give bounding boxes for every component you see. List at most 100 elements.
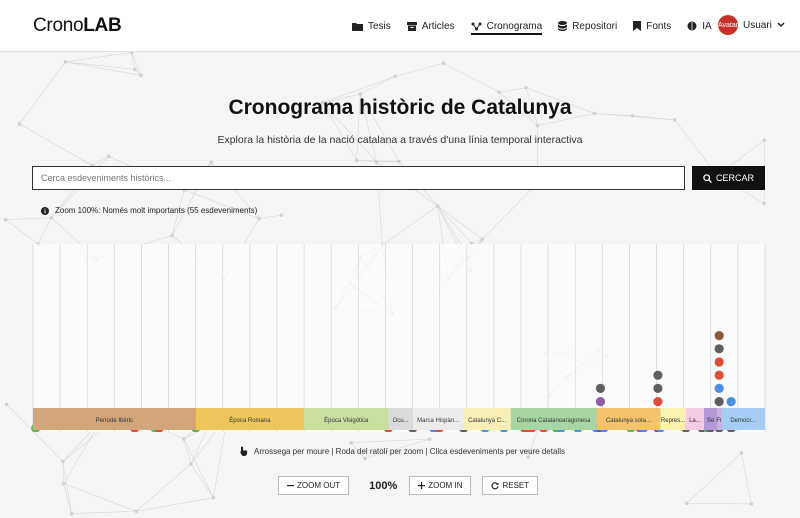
network-node [63, 59, 68, 64]
period-label: Època Romana [229, 417, 271, 424]
period-label: Marca Hispàn... [417, 418, 459, 424]
event-dot[interactable] [714, 331, 724, 341]
event-dot[interactable] [726, 397, 736, 407]
period-segment[interactable] [717, 408, 722, 430]
nav-item-cronograma[interactable]: Cronograma [470, 0, 542, 52]
event-dot[interactable] [653, 383, 663, 393]
info-icon [41, 206, 49, 215]
minus-icon [287, 485, 294, 487]
network-node [749, 502, 754, 506]
period-label: Democr... [730, 418, 756, 424]
event-dot[interactable] [595, 383, 606, 393]
nav-item-articles[interactable]: Articles [406, 0, 455, 52]
event-dot[interactable] [714, 370, 724, 380]
nav-item-fonts[interactable]: Fonts [633, 0, 671, 52]
avatar: Avatar [718, 15, 738, 35]
zoom-info-text: Zoom 100%: Només molt importants (55 esd… [55, 206, 258, 215]
logo[interactable]: CronoLAB [33, 15, 122, 36]
nav-item-repositori[interactable]: Repositori [558, 0, 617, 52]
event-dot[interactable] [714, 383, 724, 393]
network-node [630, 113, 635, 118]
period-segment[interactable] [195, 408, 305, 430]
period-segment[interactable] [33, 408, 196, 430]
event-dot[interactable] [714, 357, 724, 367]
network-node [49, 215, 54, 220]
network-node [133, 67, 137, 72]
usage-hint: Arrossega per moure | Roda del ratolí pe… [240, 446, 565, 456]
network-node [435, 204, 440, 208]
network-node [69, 511, 74, 516]
user-name: Usuari [743, 19, 772, 31]
network-node [349, 440, 353, 445]
zoom-info: Zoom 100%: Només molt importants (55 esd… [41, 206, 257, 215]
network-node [170, 233, 174, 238]
network-node [354, 158, 359, 163]
nav-item-ia[interactable]: IA [687, 0, 712, 52]
main-nav: Tesis Articles Cronograma Repositori Fon… [352, 0, 728, 52]
network-node [129, 52, 134, 55]
search-icon [703, 173, 712, 183]
page-subtitle: Explora la història de la nació catalana… [217, 134, 583, 146]
network-node [762, 201, 766, 206]
network-node [182, 437, 186, 441]
network-node [17, 122, 22, 126]
user-menu[interactable]: Avatar Usuari [718, 15, 785, 35]
network-node [107, 154, 111, 159]
network-node [497, 90, 502, 95]
zoom-out-button[interactable]: ZOOM OUT [278, 476, 350, 495]
event-dot[interactable] [595, 397, 606, 407]
network-node [4, 402, 9, 407]
folder-icon [352, 22, 363, 31]
period-label: Fr [716, 418, 722, 424]
period-segment[interactable] [304, 408, 389, 430]
period-segment[interactable] [510, 408, 597, 430]
period-segment[interactable] [463, 408, 511, 430]
search-input[interactable] [32, 166, 685, 190]
period-segment[interactable] [721, 408, 765, 430]
zoom-in-button[interactable]: ZOOM IN [409, 476, 472, 495]
period-segment[interactable] [704, 408, 718, 430]
period-segment[interactable] [660, 408, 686, 430]
pointer-hand-icon [240, 446, 248, 456]
network-node [441, 61, 446, 66]
reset-button[interactable]: RESET [482, 476, 539, 495]
timeline-chart[interactable]: 600 aC500 aC400 aC300 aC200 aC100 aC0100… [0, 232, 800, 432]
network-node [739, 451, 744, 455]
period-segment[interactable] [685, 408, 704, 430]
period-label: Repres... [661, 418, 686, 424]
search-button[interactable]: CERCAR [692, 166, 765, 190]
period-label: Període Ibèric [96, 418, 133, 424]
network-node [211, 495, 216, 500]
refresh-icon [491, 481, 500, 489]
event-dot[interactable] [653, 370, 663, 380]
network-node [61, 481, 66, 486]
network-node [762, 138, 767, 142]
event-dot[interactable] [714, 344, 724, 354]
event-dot[interactable] [653, 397, 663, 407]
network-node [592, 111, 597, 116]
network-node [61, 459, 65, 464]
database-icon [558, 21, 568, 31]
network-node [209, 160, 214, 165]
period-segment[interactable] [388, 408, 413, 430]
main-content: Cronograma històric de Catalunya Explora… [0, 52, 800, 518]
network-node [279, 213, 284, 217]
network-node [3, 217, 8, 222]
network-node [427, 437, 432, 441]
period-label: La... [689, 418, 701, 424]
event-dot[interactable] [714, 397, 724, 407]
nav-item-tesis[interactable]: Tesis [352, 0, 391, 52]
network-node [257, 216, 261, 221]
network-node [139, 73, 143, 78]
zoom-controls: ZOOM OUT 100% ZOOM IN RESET [278, 476, 539, 495]
period-label: Catalunya sota... [606, 418, 651, 424]
network-icon [471, 22, 482, 30]
period-bar: Període Ibèric Època Romana Època Visigòti… [33, 408, 765, 430]
period-segment[interactable] [596, 408, 661, 430]
period-label: Se [707, 418, 715, 424]
period-label: Època Visigòtica [324, 417, 369, 424]
period-label: Corona Catalanoaragonesa [517, 418, 591, 424]
network-node [358, 92, 363, 96]
period-segment[interactable] [412, 408, 464, 430]
period-label: Catalunya C... [468, 418, 506, 424]
